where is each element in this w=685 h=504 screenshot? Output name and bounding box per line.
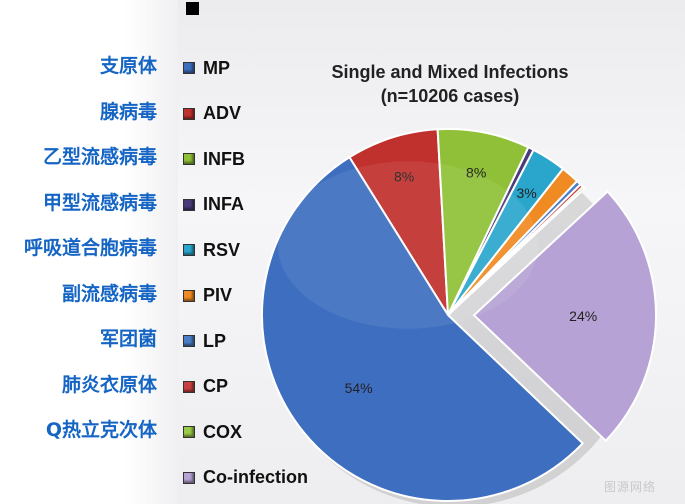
slice-label-infb: 8% xyxy=(466,165,486,181)
chart-title-block: Single and Mixed Infections (n=10206 cas… xyxy=(300,60,600,108)
cn-label-lp: 军团菌 xyxy=(99,328,157,350)
legend-item-adv: ADV xyxy=(183,102,241,126)
pie-slice-mp xyxy=(261,155,585,502)
legend-item-co-infection: Co-infection xyxy=(183,466,308,490)
legend-label: Co-infection xyxy=(203,467,308,487)
legend-label: CP xyxy=(203,376,229,396)
slice-label-co-infection: 24% xyxy=(569,308,597,324)
legend-label: COX xyxy=(203,421,243,442)
slice-label-mp: 54% xyxy=(345,380,373,396)
watermark: 图源网络 xyxy=(604,480,657,494)
cn-label-rsv: 呼吸道合胞病毒 xyxy=(23,237,157,259)
legend-swatch xyxy=(183,62,195,74)
legend-item-lp: LP xyxy=(183,329,226,353)
legend-swatch xyxy=(183,426,195,438)
cn-label-infb: 乙型流感病毒 xyxy=(42,146,157,168)
pie-slice-cox xyxy=(447,185,586,316)
legend-label: INFA xyxy=(203,194,245,214)
legend-swatch xyxy=(183,471,195,484)
legend-label: MP xyxy=(203,57,230,78)
corner-marker xyxy=(186,2,199,15)
legend-swatch xyxy=(183,198,195,211)
cn-label-piv: 副流感病毒 xyxy=(61,282,157,305)
legend-swatch xyxy=(183,153,195,165)
cn-label-adv: 腺病毒 xyxy=(99,100,157,123)
legend-swatch xyxy=(183,380,195,393)
chart-title: Single and Mixed Infections xyxy=(331,62,569,82)
legend-item-piv: PIV xyxy=(183,284,232,308)
pie-slice-adv xyxy=(348,128,449,316)
legend-item-mp: MP xyxy=(183,56,230,80)
legend-item-rsv: RSV xyxy=(183,238,240,262)
legend-item-cp: CP xyxy=(183,375,228,399)
legend-item-cox: COX xyxy=(183,420,242,444)
legend-swatch xyxy=(183,335,195,347)
legend-swatch xyxy=(183,289,195,302)
legend-label: ADV xyxy=(203,103,242,123)
cn-label-cox: Q热立克次体 xyxy=(45,419,157,441)
slice-label-adv: 8% xyxy=(394,169,414,185)
cn-label-mp: 支原体 xyxy=(99,55,157,77)
legend-label: RSV xyxy=(203,239,241,260)
cn-label-cp: 肺炎衣原体 xyxy=(61,373,157,396)
slice-label-rsv: 3% xyxy=(516,185,536,201)
chart-subtitle: (n=10206 cases) xyxy=(380,86,520,106)
legend-swatch xyxy=(183,107,195,120)
legend-label: INFB xyxy=(203,148,245,169)
legend-label: PIV xyxy=(203,285,233,305)
legend-label: LP xyxy=(203,330,227,351)
cn-label-infa: 甲型流感病毒 xyxy=(42,191,157,214)
legend-item-infa: INFA xyxy=(183,193,244,217)
pie-slice-infb xyxy=(436,128,530,316)
legend-item-infb: INFB xyxy=(183,147,245,171)
legend-swatch xyxy=(183,244,195,256)
pie-slice-co-infection xyxy=(472,190,657,443)
left-panel xyxy=(0,0,178,504)
